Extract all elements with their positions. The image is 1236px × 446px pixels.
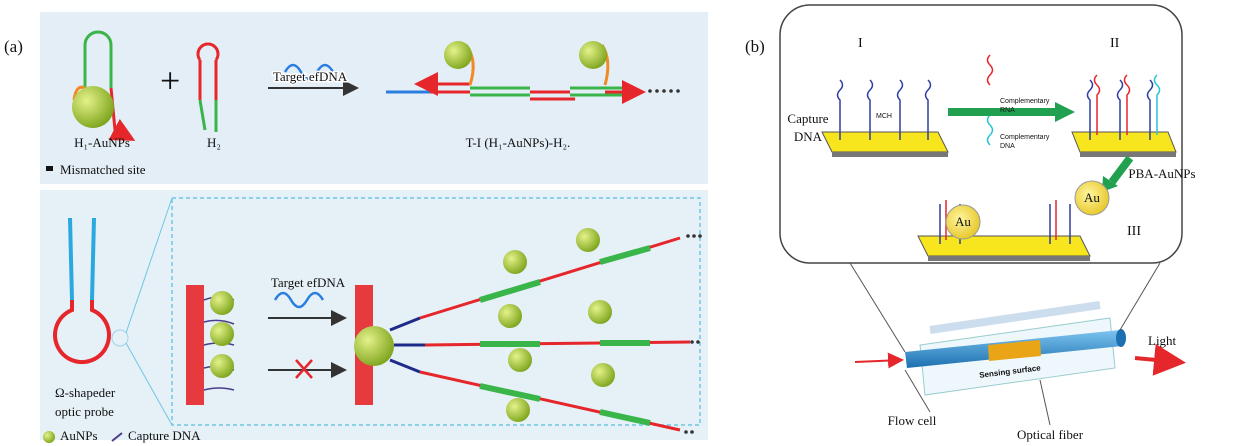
- label: Optical fiber: [1017, 427, 1084, 442]
- panel-a-top-bg: [40, 12, 708, 184]
- label: Capture: [787, 111, 828, 126]
- label: Ω-shapeder: [55, 385, 116, 400]
- legend-label: Mismatched site: [60, 162, 146, 177]
- label: Complementary: [1000, 98, 1050, 105]
- panel-label: (b): [745, 37, 765, 56]
- bound-particle: [354, 326, 394, 366]
- label: Target efDNA: [271, 275, 346, 290]
- label: Au: [1084, 190, 1100, 205]
- step-label: I: [858, 36, 863, 51]
- legend-label: AuNPs: [60, 428, 98, 443]
- label: Au: [955, 214, 971, 229]
- figure: +: [0, 0, 1236, 446]
- label: DNA: [794, 129, 823, 144]
- fiber-device: [850, 263, 1178, 425]
- label: RNA: [1000, 107, 1015, 114]
- label: Light: [1148, 333, 1177, 348]
- label: T-I (H₁-AuNPs)-H₂.: [466, 135, 571, 150]
- fiber-wall: [186, 285, 204, 405]
- mismatch-icon: [46, 166, 53, 171]
- panel-label: (a): [4, 37, 23, 56]
- step-label: III: [1127, 224, 1141, 239]
- label: DNA: [1000, 143, 1015, 150]
- label: MCH: [876, 113, 892, 120]
- step-label: II: [1110, 36, 1120, 51]
- label: optic probe: [55, 404, 114, 419]
- label: H₂: [207, 135, 221, 150]
- plus: +: [160, 60, 180, 100]
- label: Flow cell: [888, 413, 937, 428]
- legend-label: Capture DNA: [128, 428, 201, 443]
- legend-aunps-icon: [43, 431, 55, 443]
- label: H₁-AuNPs: [74, 135, 130, 150]
- label: Complementary: [1000, 134, 1050, 141]
- label: Target efDNA: [273, 69, 348, 84]
- label: PBA-AuNPs: [1128, 166, 1195, 181]
